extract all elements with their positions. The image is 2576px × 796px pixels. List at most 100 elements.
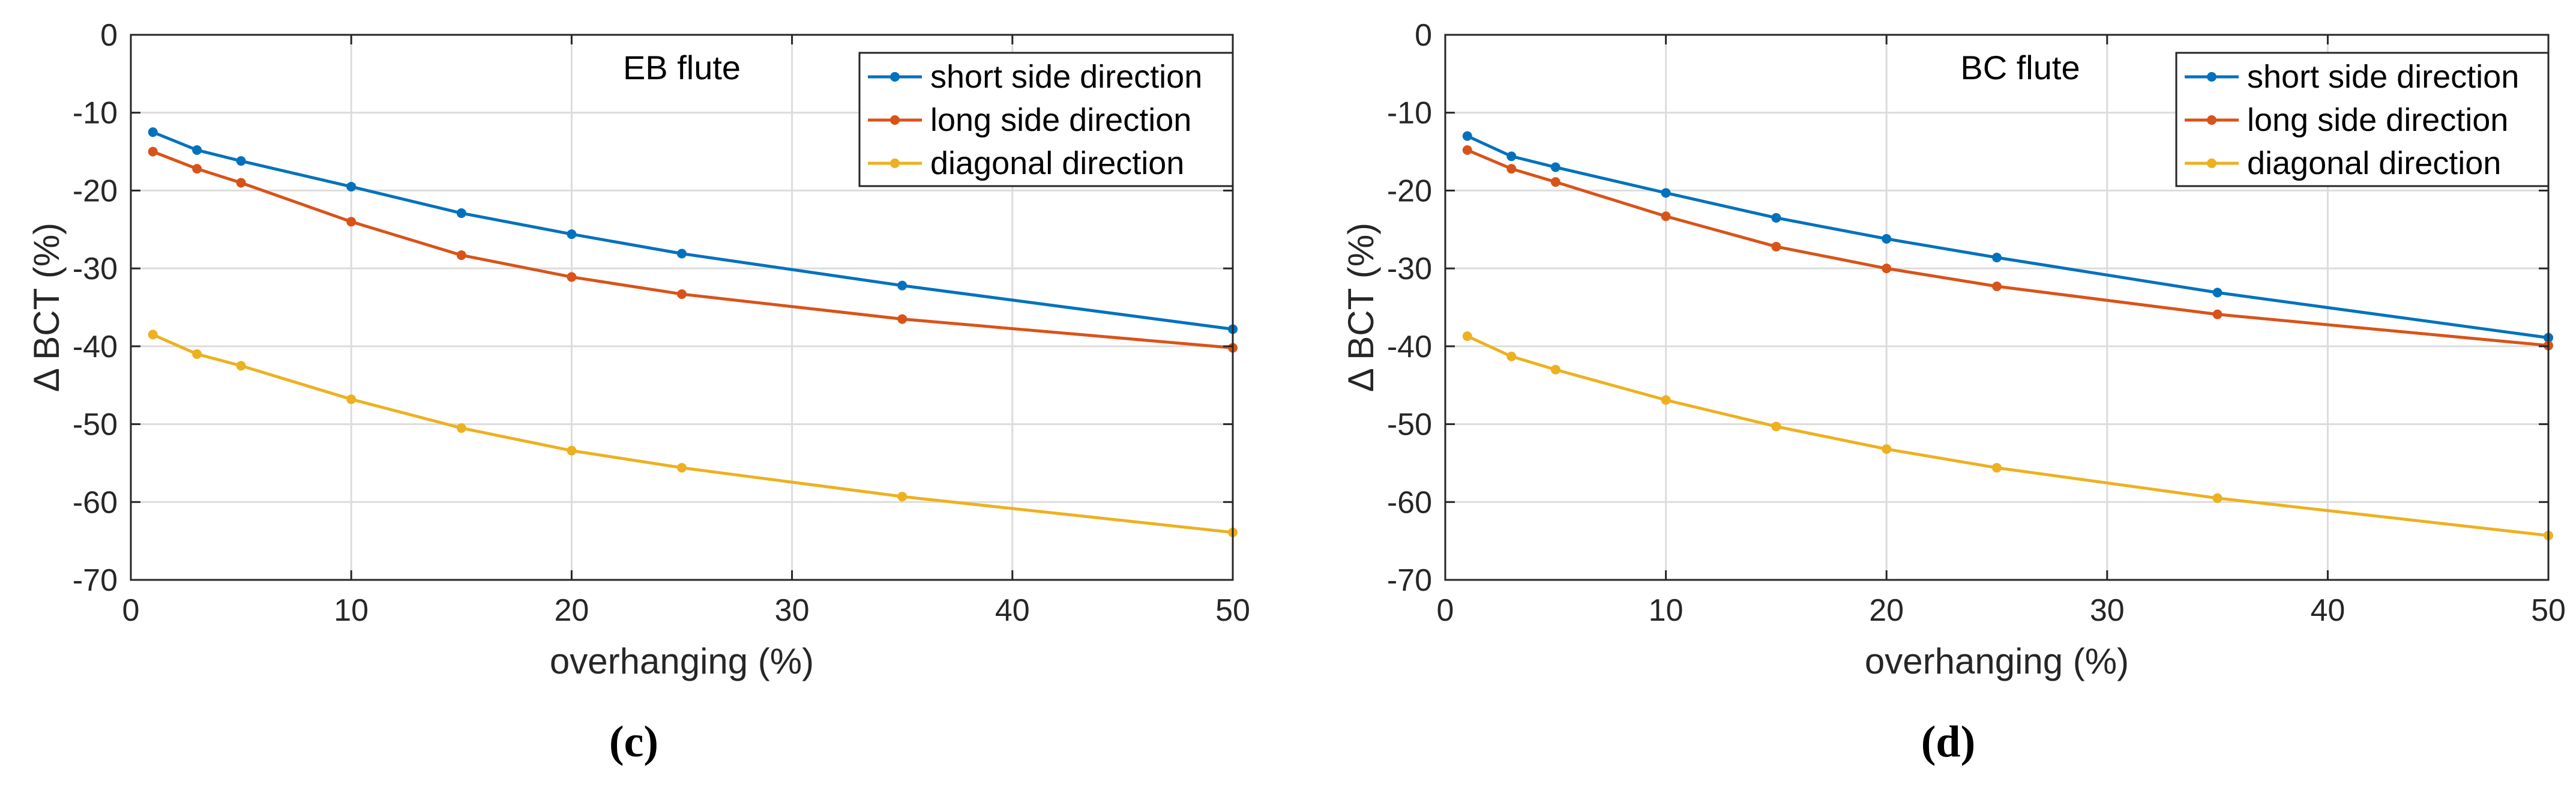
data-point: [677, 249, 687, 259]
legend-label: diagonal direction: [930, 145, 1184, 181]
panel-caption: (c): [609, 717, 658, 767]
legend: short side direction long side direction d…: [858, 52, 1234, 187]
y-axis-label: Δ BCT (%): [26, 223, 67, 392]
data-point: [192, 349, 202, 359]
data-point: [346, 217, 357, 227]
y-tick-label: -60: [1387, 485, 1432, 520]
x-tick-label: 0: [122, 593, 140, 628]
y-tick-label: -70: [73, 563, 118, 598]
data-point: [1882, 234, 1892, 244]
y-tick-label: -10: [73, 96, 118, 131]
data-point: [1771, 421, 1781, 432]
y-tick-label: 0: [100, 18, 118, 53]
legend-marker: [2207, 72, 2216, 82]
x-tick-label: 40: [995, 593, 1030, 628]
legend-marker: [890, 72, 900, 82]
axes-box: [130, 34, 1234, 581]
data-point: [1661, 211, 1671, 222]
data-point: [1882, 264, 1892, 274]
y-tick-label: -40: [1387, 330, 1432, 364]
x-tick-label: 30: [2090, 593, 2125, 628]
data-point: [1992, 281, 2002, 291]
legend-label: long side direction: [930, 102, 1191, 138]
legend-label: short side direction: [2247, 59, 2519, 95]
x-tick-label: 40: [2310, 593, 2345, 628]
legend: short side direction long side direction d…: [2175, 52, 2550, 187]
y-tick-label: 0: [1415, 18, 1432, 53]
x-axis-label: overhanging (%): [1865, 641, 2129, 681]
x-tick-label: 20: [1869, 593, 1904, 628]
y-tick-label: -70: [1387, 563, 1432, 598]
data-point: [1771, 213, 1781, 223]
data-point: [148, 146, 158, 157]
data-point: [192, 164, 202, 174]
y-axis-label: Δ BCT (%): [1341, 223, 1381, 392]
data-point: [1992, 463, 2002, 473]
chart-title: BC flute: [1960, 49, 2080, 86]
data-point: [677, 289, 687, 299]
y-tick-label: -20: [1387, 173, 1432, 208]
data-point: [1992, 252, 2002, 262]
data-point: [1661, 395, 1671, 405]
y-tick-label: -60: [73, 485, 118, 520]
data-point: [2212, 309, 2222, 319]
data-point: [567, 445, 577, 456]
y-tick-label: -30: [73, 252, 118, 286]
y-tick-label: -50: [73, 408, 118, 442]
data-point: [148, 330, 158, 340]
x-tick-label: 0: [1437, 593, 1454, 628]
legend-marker: [890, 115, 900, 125]
data-point: [2212, 493, 2222, 503]
legend-label: long side direction: [2247, 102, 2508, 138]
chart-title: EB flute: [623, 49, 741, 86]
x-tick-label: 50: [2531, 593, 2566, 628]
data-point: [897, 314, 907, 324]
data-point: [1506, 164, 1517, 174]
data-point: [1462, 331, 1472, 341]
x-tick-label: 10: [334, 593, 369, 628]
data-point: [1550, 162, 1560, 172]
chart-panel-c: 0 10 20 30 40 50 0 -10 -20 -30 -40 -50 -60 -70 overhan…: [26, 18, 1250, 767]
data-point: [148, 127, 158, 137]
legend-marker: [890, 158, 900, 168]
data-point: [1550, 364, 1560, 375]
data-point: [1462, 131, 1472, 141]
data-point: [236, 156, 246, 166]
data-point: [567, 229, 577, 240]
data-point: [1506, 351, 1517, 361]
legend-marker: [2207, 158, 2216, 168]
data-point: [677, 463, 687, 473]
legend-marker: [2207, 115, 2216, 125]
x-tick-label: 20: [554, 593, 589, 628]
data-point: [346, 394, 357, 405]
y-tick-label: -40: [73, 330, 118, 364]
x-tick-label: 10: [1649, 593, 1684, 628]
data-point: [1661, 188, 1671, 198]
data-point: [567, 272, 577, 282]
data-point: [1462, 145, 1472, 155]
y-tick-label: -10: [1387, 96, 1432, 131]
x-tick-label: 50: [1215, 593, 1250, 628]
y-tick-label: -30: [1387, 252, 1432, 286]
y-tick-label: -50: [1387, 408, 1432, 442]
data-point: [1882, 444, 1892, 454]
data-point: [346, 181, 357, 191]
axes-box: [1444, 34, 2550, 581]
data-point: [236, 178, 246, 188]
legend-label: diagonal direction: [2247, 145, 2501, 181]
x-axis-label: overhanging (%): [550, 641, 814, 681]
data-point: [456, 208, 466, 219]
data-point: [2212, 288, 2222, 298]
data-point: [897, 492, 907, 502]
y-tick-label: -20: [73, 173, 118, 208]
data-point: [236, 361, 246, 371]
data-point: [1550, 177, 1560, 187]
data-point: [1771, 241, 1781, 252]
data-point: [192, 145, 202, 155]
legend-label: short side direction: [930, 59, 1202, 95]
data-point: [897, 280, 907, 291]
chart-panel-d: 0 10 20 30 40 50 0 -10 -20 -30 -40 -50 -60 -70 overhan…: [1341, 18, 2566, 767]
data-point: [456, 423, 466, 433]
